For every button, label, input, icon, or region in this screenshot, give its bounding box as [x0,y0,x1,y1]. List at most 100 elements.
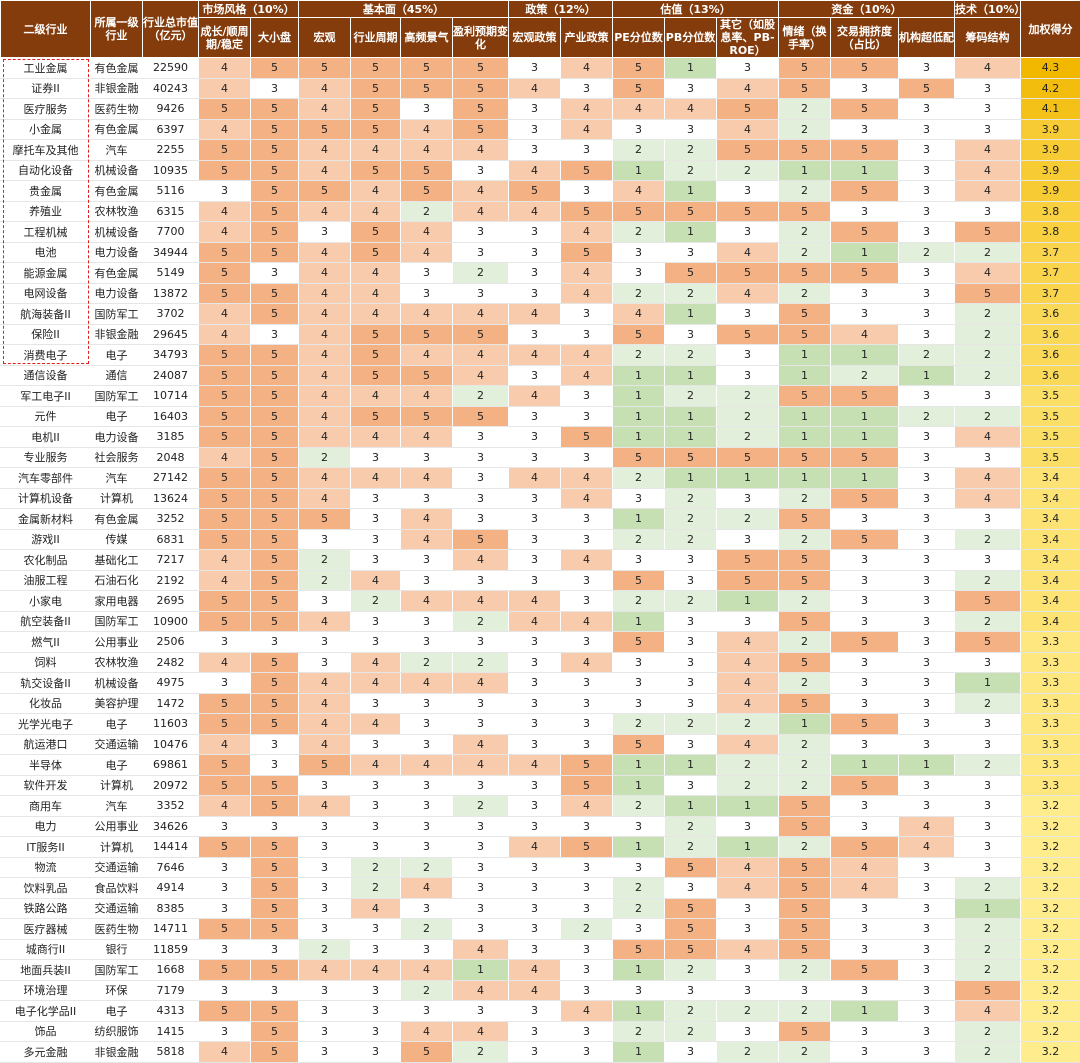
score-cell: 3 [508,487,562,509]
parent-industry: 计算机 [90,487,143,509]
score-cell: 3 [298,1041,351,1063]
score-cell: 2 [451,1041,510,1063]
score-cell: 5 [954,282,1022,304]
score-cell: 2 [716,385,780,407]
market-cap: 22590 [142,57,199,79]
table-row: 商用车 汽车 3352 4 5 4 3 3 2 3 4 2 1 1 5 3 3 3 3.2 [0,795,1080,817]
weighted-score: 3.3 [1020,631,1080,653]
parent-industry: 电子 [90,754,143,776]
score-cell: 2 [612,1020,666,1042]
score-cell: 5 [778,815,832,837]
score-cell: 3 [350,918,401,940]
score-cell: 4 [350,672,401,694]
score-cell: 5 [250,1000,299,1022]
score-cell: 4 [350,467,401,489]
score-cell: 4 [400,1020,453,1042]
parent-industry: 国防军工 [90,959,143,981]
score-cell: 4 [350,651,401,673]
score-cell: 3 [898,549,956,571]
score-cell: 4 [954,1000,1022,1022]
score-cell: 3 [350,549,401,571]
score-cell: 5 [250,385,299,407]
parent-industry: 电子 [90,344,143,366]
score-cell: 3 [954,77,1022,99]
table-row: 饰品 纺织服饰 1415 3 5 3 3 4 4 3 3 2 2 3 5 3 3 2 3.2 [0,1020,1080,1042]
weighted-score: 4.1 [1020,98,1080,120]
score-cell: 1 [664,795,718,817]
weighted-score: 3.2 [1020,1000,1080,1022]
industry-name: 航海装备II [0,303,91,325]
score-cell: 2 [664,487,718,509]
score-cell: 4 [298,733,351,755]
score-cell: 5 [250,508,299,530]
score-cell: 3 [898,446,956,468]
parent-industry: 基础化工 [90,549,143,571]
score-cell: 3 [898,385,956,407]
score-cell: 4 [298,713,351,735]
industry-name: 航空装备II [0,610,91,632]
score-cell: 3 [898,323,956,345]
score-cell: 5 [298,180,351,202]
score-cell: 3 [898,774,956,796]
column-header: 机构超低配 [898,17,956,58]
score-cell: 4 [954,426,1022,448]
score-cell: 5 [830,57,900,79]
score-cell: 5 [778,57,832,79]
score-cell: 3 [560,385,614,407]
score-cell: 2 [778,1000,832,1022]
score-cell: 2 [778,1041,832,1063]
score-cell: 3 [830,1020,900,1042]
score-cell: 5 [451,528,510,550]
parent-industry: 汽车 [90,795,143,817]
score-cell: 4 [298,672,351,694]
score-cell: 2 [954,877,1022,899]
parent-industry: 机械设备 [90,221,143,243]
score-cell: 5 [350,221,401,243]
score-cell: 4 [716,938,780,960]
market-cap: 5116 [142,180,199,202]
score-cell: 4 [350,282,401,304]
score-cell: 5 [612,77,666,99]
weighted-score: 3.3 [1020,672,1080,694]
score-cell: 5 [250,918,299,940]
score-cell: 2 [612,528,666,550]
score-cell: 5 [778,549,832,571]
score-cell: 5 [198,692,251,714]
market-cap: 3185 [142,426,199,448]
score-cell: 2 [716,426,780,448]
score-cell: 4 [560,57,614,79]
score-cell: 3 [716,528,780,550]
score-cell: 3 [954,200,1022,222]
score-cell: 1 [716,836,780,858]
score-cell: 4 [560,549,614,571]
score-cell: 3 [898,57,956,79]
score-cell: 3 [451,692,510,714]
score-cell: 4 [508,836,562,858]
weighted-score: 3.4 [1020,528,1080,550]
score-cell: 5 [250,569,299,591]
score-cell: 5 [350,57,401,79]
group-header: 估值（13%） [612,0,780,18]
table-row: 航运港口 交通运输 10476 4 3 4 3 3 4 3 3 5 3 4 2 3 3 3 3.3 [0,733,1080,755]
score-cell: 2 [778,98,832,120]
score-cell: 2 [664,385,718,407]
score-cell: 1 [830,467,900,489]
score-cell: 3 [560,713,614,735]
score-cell: 2 [716,774,780,796]
column-header: 交易拥挤度（占比） [830,17,900,58]
score-cell: 5 [451,323,510,345]
score-cell: 4 [451,938,510,960]
score-cell: 1 [612,1000,666,1022]
weighted-score: 3.9 [1020,118,1080,140]
score-cell: 5 [830,631,900,653]
score-cell: 5 [350,98,401,120]
industry-name: 油服工程 [0,569,91,591]
industry-name: 小家电 [0,590,91,612]
score-cell: 2 [716,1041,780,1063]
industry-name: 软件开发 [0,774,91,796]
score-cell: 3 [400,938,453,960]
weighted-score: 3.4 [1020,610,1080,632]
score-cell: 4 [560,98,614,120]
score-cell: 3 [612,815,666,837]
score-cell: 5 [830,98,900,120]
